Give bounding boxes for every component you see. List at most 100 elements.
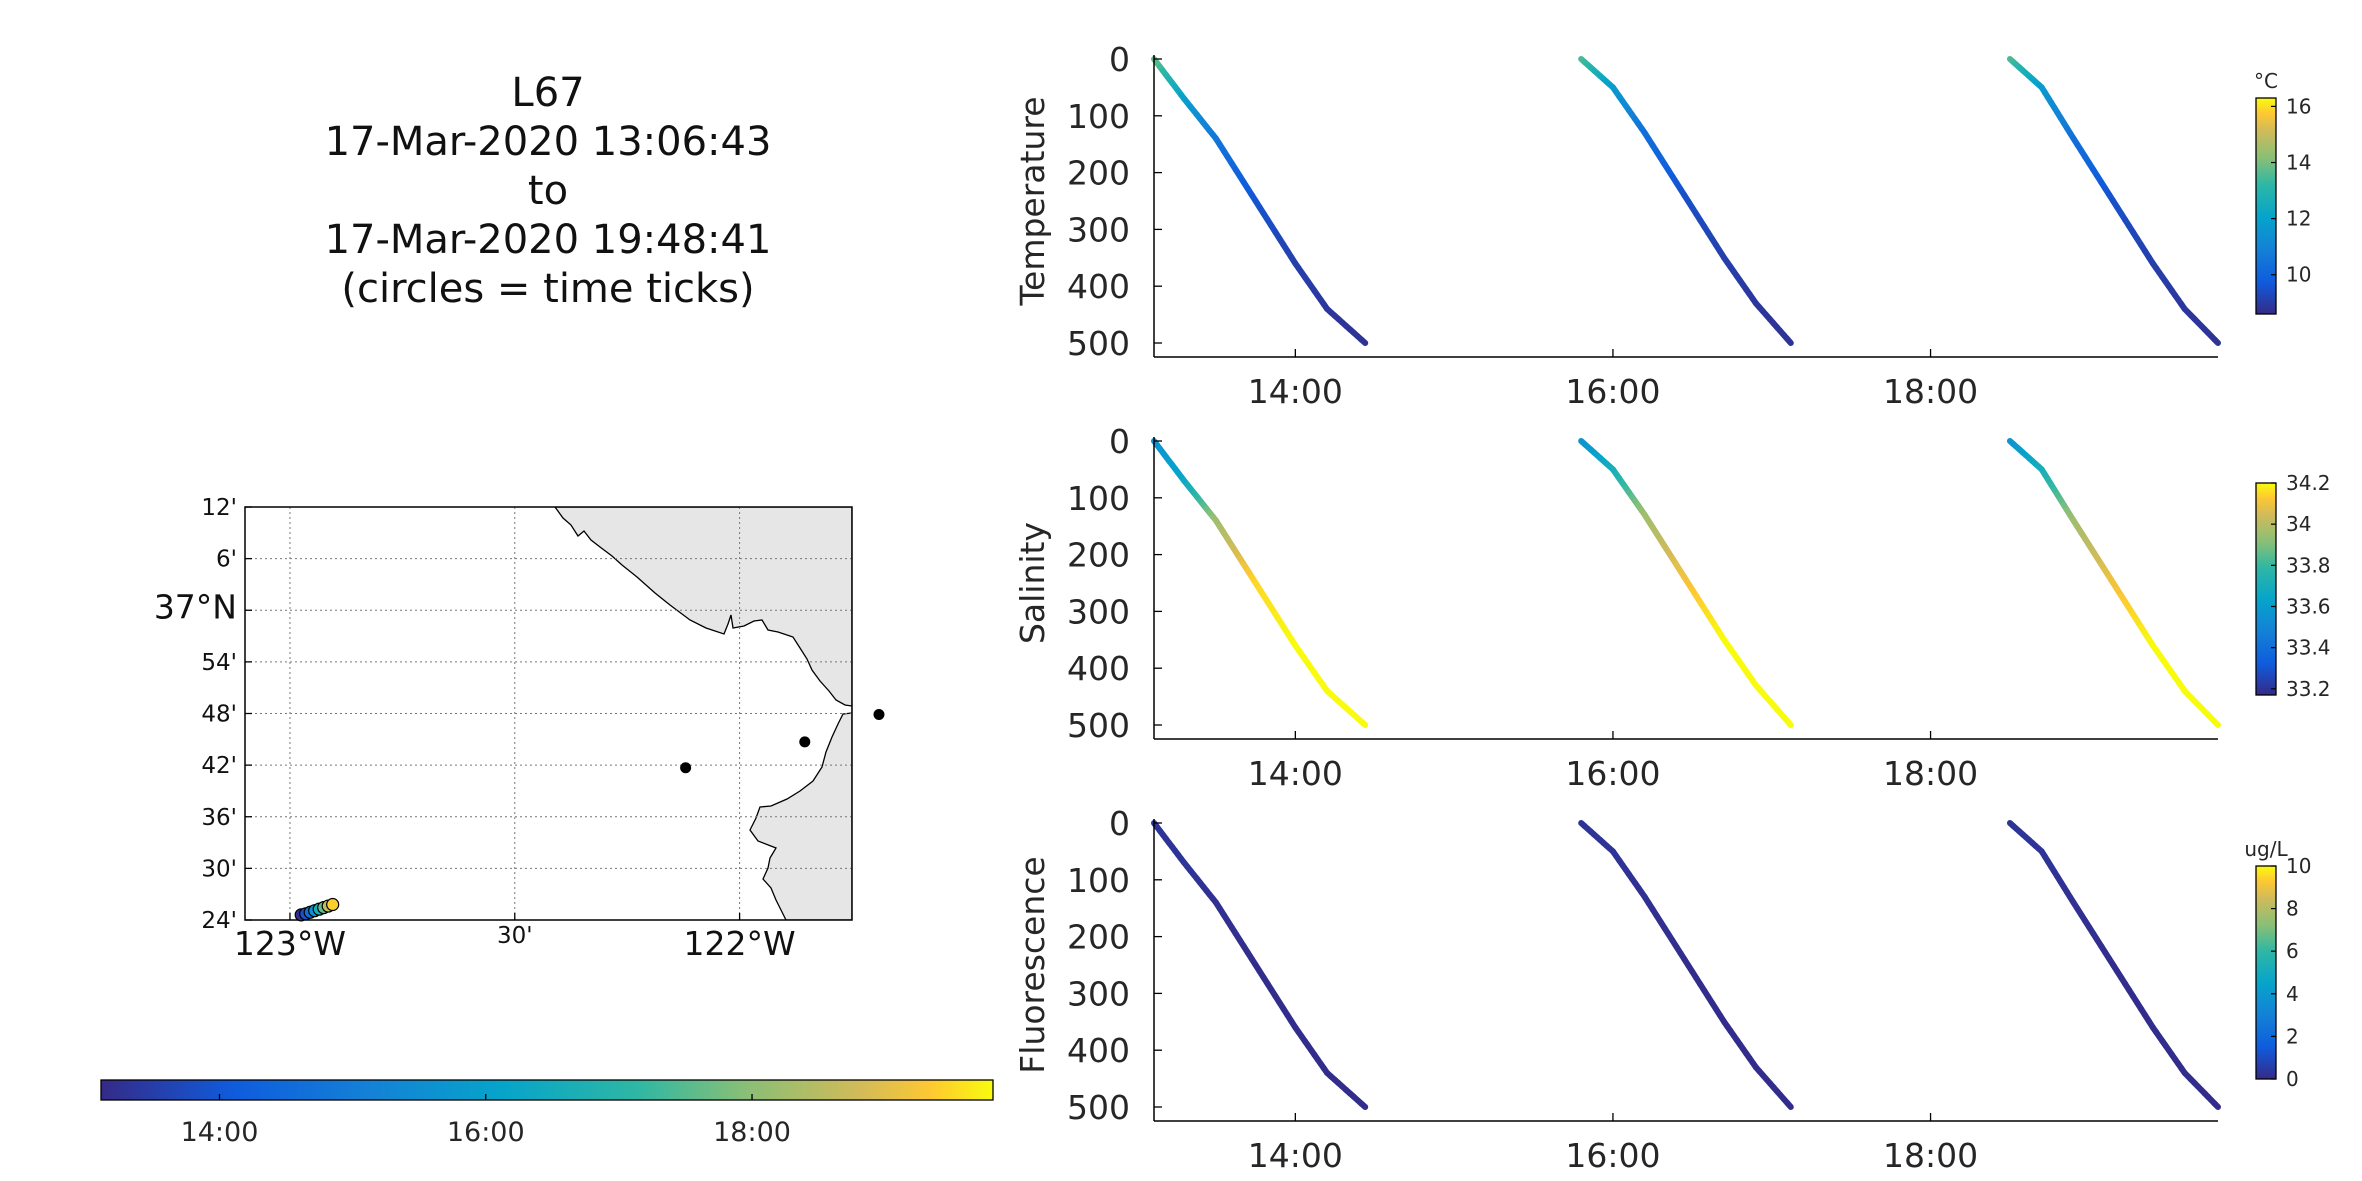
- title-line-1: L67: [511, 70, 584, 116]
- colorbar-gradient: [2255, 97, 2277, 315]
- x-tick-label: 14:00: [1248, 754, 1343, 793]
- y-tick-label: 500: [1067, 1088, 1130, 1127]
- title-block: L67 17-Mar-2020 13:06:43 to 17-Mar-2020 …: [325, 70, 772, 312]
- colorbar-tick-label: 6: [2286, 939, 2299, 963]
- land-mass: [554, 507, 852, 920]
- colorbar-tick-label: 0: [2286, 1067, 2299, 1091]
- map-lat-tick-label: 30': [201, 856, 237, 882]
- station-dot: [680, 762, 692, 774]
- time-colorbar: 14:00 16:00 18:00: [100, 1079, 994, 1148]
- y-tick-label: 300: [1067, 592, 1130, 631]
- colorbar-tick-label: 4: [2286, 982, 2299, 1006]
- title-line-4: 17-Mar-2020 19:48:41: [325, 217, 772, 263]
- y-tick-label: 300: [1067, 210, 1130, 249]
- profile-segment: [1784, 1100, 1794, 1110]
- time-colorbar-gradient: [100, 1079, 994, 1101]
- title-line-5: (circles = time ticks): [341, 266, 754, 312]
- title-line-2: 17-Mar-2020 13:06:43: [325, 119, 772, 165]
- time-colorbar-ticks: 14:00 16:00 18:00: [181, 1094, 791, 1148]
- colorbar-unit-label: °C: [2254, 69, 2278, 93]
- y-axis-label: Temperature: [1013, 96, 1052, 306]
- x-tick-label: 18:00: [1883, 754, 1978, 793]
- map-stations: [680, 709, 885, 774]
- y-tick-label: 300: [1067, 974, 1130, 1013]
- title-line-3: to: [528, 168, 568, 214]
- x-tick-label: 18:00: [1883, 372, 1978, 411]
- profile-segment: [1358, 1100, 1369, 1110]
- map-lat-tick-label: 12': [201, 495, 237, 521]
- colorbar-unit-label: ug/L: [2244, 837, 2288, 861]
- station-dot: [799, 736, 811, 748]
- time-colorbar-tick-label: 16:00: [447, 1117, 525, 1148]
- map-lat-tick-label: 24': [201, 908, 237, 934]
- profile-segment: [1358, 336, 1369, 346]
- y-tick-label: 400: [1067, 1031, 1130, 1070]
- y-axis-label: Fluorescence: [1013, 856, 1052, 1073]
- time-colorbar-tick-label: 18:00: [713, 1117, 791, 1148]
- y-tick-label: 200: [1067, 536, 1130, 575]
- map-lon-tick-label: 122°W: [684, 924, 796, 963]
- map-lat-tick-label: 48': [201, 702, 237, 728]
- colorbar-gradient: [2255, 482, 2277, 696]
- x-tick-label: 18:00: [1883, 1136, 1978, 1175]
- colorbar-tick-label: 33.6: [2286, 594, 2331, 618]
- colorbar-tick-label: 16: [2286, 94, 2311, 118]
- x-tick-label: 14:00: [1248, 372, 1343, 411]
- y-tick-label: 100: [1067, 97, 1130, 136]
- map-lat-tick-label: 54': [201, 650, 237, 676]
- station-dot: [873, 709, 885, 721]
- y-tick-label: 0: [1109, 422, 1130, 461]
- x-tick-label: 14:00: [1248, 1136, 1343, 1175]
- y-tick-label: 0: [1109, 804, 1130, 843]
- colorbar-tick-label: 34: [2286, 512, 2311, 536]
- y-axis-label: Salinity: [1013, 522, 1052, 644]
- profile-segment: [1358, 718, 1369, 728]
- x-tick-label: 16:00: [1565, 754, 1660, 793]
- y-tick-label: 0: [1109, 40, 1130, 79]
- y-tick-label: 400: [1067, 649, 1130, 688]
- colorbar-tick-label: 33.4: [2286, 636, 2331, 660]
- glider-time-tick-circle: [326, 897, 340, 912]
- y-tick-label: 500: [1067, 706, 1130, 745]
- y-tick-label: 400: [1067, 267, 1130, 306]
- profile-segment: [2211, 336, 2221, 346]
- map-lon-tick-label: 30': [497, 923, 533, 949]
- colorbar-tick-label: 14: [2286, 151, 2311, 175]
- y-tick-label: 500: [1067, 324, 1130, 363]
- colorbar-tick-label: 8: [2286, 897, 2299, 921]
- profile-panel-temperature: 0 100 200 300 400 500 14:00 16:00 18:00 Temperatu…: [1013, 40, 2311, 411]
- map-gridlines: [245, 507, 852, 920]
- colorbar-tick-label: 33.2: [2286, 677, 2331, 701]
- profile-segment: [2211, 718, 2221, 728]
- map-lat-tick-label: 6': [216, 547, 237, 573]
- y-tick-label: 100: [1067, 479, 1130, 518]
- map-lon-ticks: 123°W 30' 122°W: [234, 913, 796, 963]
- map-lat-tick-label: 42': [201, 753, 237, 779]
- glider-track: [294, 897, 340, 922]
- profile-segment: [2211, 1100, 2221, 1110]
- y-tick-label: 200: [1067, 154, 1130, 193]
- colorbar-tick-label: 34.2: [2286, 471, 2331, 495]
- colorbar-tick-label: 10: [2286, 263, 2311, 287]
- profile-segment: [1784, 336, 1794, 346]
- time-colorbar-tick-label: 14:00: [181, 1117, 259, 1148]
- x-tick-label: 16:00: [1565, 1136, 1660, 1175]
- map-lat-ticks: 12' 6' 37°N 54' 48' 42' 36' 30' 24': [154, 495, 252, 934]
- map-panel: 12' 6' 37°N 54' 48' 42' 36' 30' 24' 123°W 30' 122°…: [154, 495, 885, 963]
- x-tick-label: 16:00: [1565, 372, 1660, 411]
- profile-segment: [1784, 718, 1794, 728]
- colorbar-tick-label: 2: [2286, 1024, 2299, 1048]
- map-lat-tick-label: 37°N: [154, 587, 237, 626]
- colorbar-tick-label: 12: [2286, 207, 2311, 231]
- map-lat-tick-label: 36': [201, 805, 237, 831]
- map-lon-tick-label: 123°W: [234, 924, 346, 963]
- y-tick-label: 100: [1067, 861, 1130, 900]
- y-tick-label: 200: [1067, 918, 1130, 957]
- colorbar-gradient: [2255, 865, 2277, 1080]
- colorbar-tick-label: 10: [2286, 854, 2311, 878]
- profile-panel-salinity: 0 100 200 300 400 500 14:00 16:00 18:00 Salinity 3…: [1013, 422, 2331, 793]
- colorbar-tick-label: 33.8: [2286, 553, 2331, 577]
